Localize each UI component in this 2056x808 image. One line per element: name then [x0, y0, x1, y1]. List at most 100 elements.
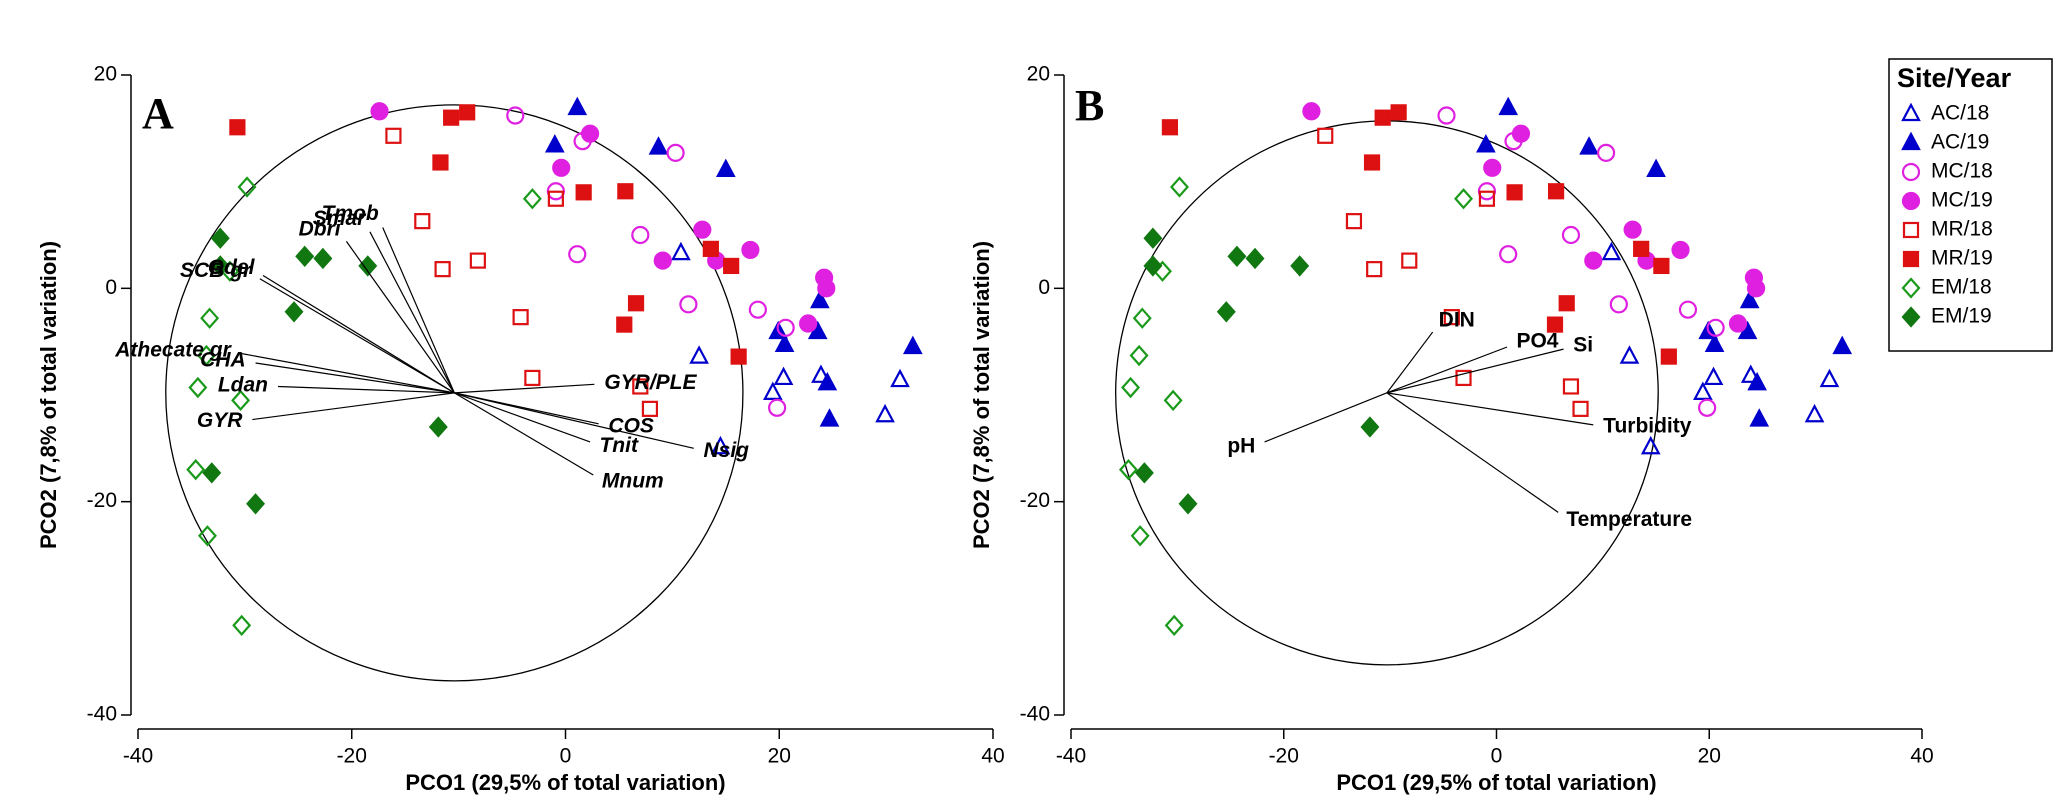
point: [231, 389, 251, 411]
vector: [240, 352, 455, 394]
x-tick-label: 40: [1910, 745, 1933, 768]
point: [1740, 364, 1761, 383]
point: [547, 190, 564, 207]
vector-label: Turbidity: [1603, 415, 1692, 438]
point: [200, 307, 220, 329]
point: [1455, 369, 1472, 387]
point: [1671, 240, 1690, 260]
point: [1678, 300, 1698, 319]
point: [1478, 190, 1496, 207]
point: [522, 188, 542, 210]
y-tick-label: 20: [94, 63, 117, 86]
legend-marker: [1901, 306, 1921, 328]
y-tick-label: -40: [1020, 703, 1050, 726]
x-tick-label: -20: [1269, 745, 1299, 768]
vector-label: Ldan: [218, 374, 268, 397]
point: [1640, 435, 1661, 455]
x-tick-label: -20: [337, 745, 367, 768]
point: [763, 381, 783, 400]
point: [1317, 127, 1334, 144]
point: [723, 257, 740, 275]
point: [1703, 366, 1724, 386]
point: [1476, 134, 1496, 153]
legend-marker: [1901, 131, 1921, 151]
point: [1547, 183, 1565, 200]
point: [1749, 408, 1770, 427]
point: [284, 301, 304, 323]
point: [817, 371, 838, 391]
vector-label: PO4: [1516, 330, 1558, 353]
point: [506, 106, 525, 125]
point: [1499, 245, 1518, 264]
point: [1163, 389, 1183, 411]
point: [1706, 318, 1725, 337]
vector: [1386, 331, 1434, 394]
point: [1572, 400, 1589, 417]
point: [1546, 316, 1564, 333]
point: [232, 614, 252, 637]
x-tick-label: 40: [981, 745, 1004, 768]
panel-title: B: [1075, 81, 1104, 130]
point: [748, 300, 767, 319]
point: [1132, 307, 1152, 329]
y-tick-label: -20: [1020, 489, 1050, 512]
point: [196, 344, 216, 367]
vector: [454, 392, 591, 443]
point: [1227, 245, 1247, 267]
point: [229, 119, 246, 136]
point: [237, 176, 257, 198]
legend-label: AC/18: [1931, 102, 1989, 125]
y-tick-label: 0: [105, 276, 117, 299]
vector: [1386, 348, 1564, 394]
point: [631, 225, 650, 245]
vector: [369, 231, 455, 394]
point: [632, 378, 649, 395]
legend-marker: [1901, 191, 1921, 211]
point: [1437, 106, 1456, 125]
x-axis-title: PCO1 (29,5% of total variation): [405, 770, 725, 795]
x-tick-label: 20: [1698, 745, 1721, 768]
point: [666, 143, 685, 162]
vector-label: DIN: [1439, 308, 1475, 331]
point: [1134, 462, 1154, 484]
point: [774, 333, 795, 352]
y-tick-label: -20: [87, 489, 117, 512]
legend-marker: [1901, 277, 1921, 299]
point: [715, 158, 736, 178]
point: [616, 316, 633, 333]
point: [568, 245, 587, 264]
point: [580, 124, 600, 143]
point: [188, 376, 208, 399]
point: [1454, 188, 1473, 210]
point: [575, 184, 592, 201]
vector: [1386, 392, 1559, 513]
vector: [262, 275, 455, 394]
legend-label: AC/19: [1931, 131, 1989, 154]
point: [1619, 345, 1640, 364]
legend-label: EM/19: [1931, 305, 1992, 328]
vector: [345, 241, 455, 394]
point: [459, 104, 476, 121]
point: [627, 295, 645, 312]
point: [811, 364, 831, 383]
legend-marker: [1902, 221, 1920, 239]
point: [1143, 255, 1163, 277]
point: [1483, 158, 1502, 177]
point: [1832, 335, 1853, 355]
vector: [277, 385, 455, 394]
point: [1511, 124, 1531, 143]
x-tick-label: -40: [1056, 745, 1086, 768]
point: [773, 366, 794, 386]
point: [617, 183, 634, 200]
point: [799, 314, 818, 333]
point: [385, 127, 402, 144]
point: [1747, 371, 1767, 391]
legend-marker: [1901, 162, 1921, 182]
point: [1443, 309, 1460, 326]
point: [1746, 279, 1766, 298]
vector: [382, 227, 455, 394]
point: [1623, 220, 1642, 239]
point: [1345, 213, 1363, 230]
point: [210, 255, 230, 277]
point: [1302, 102, 1321, 121]
